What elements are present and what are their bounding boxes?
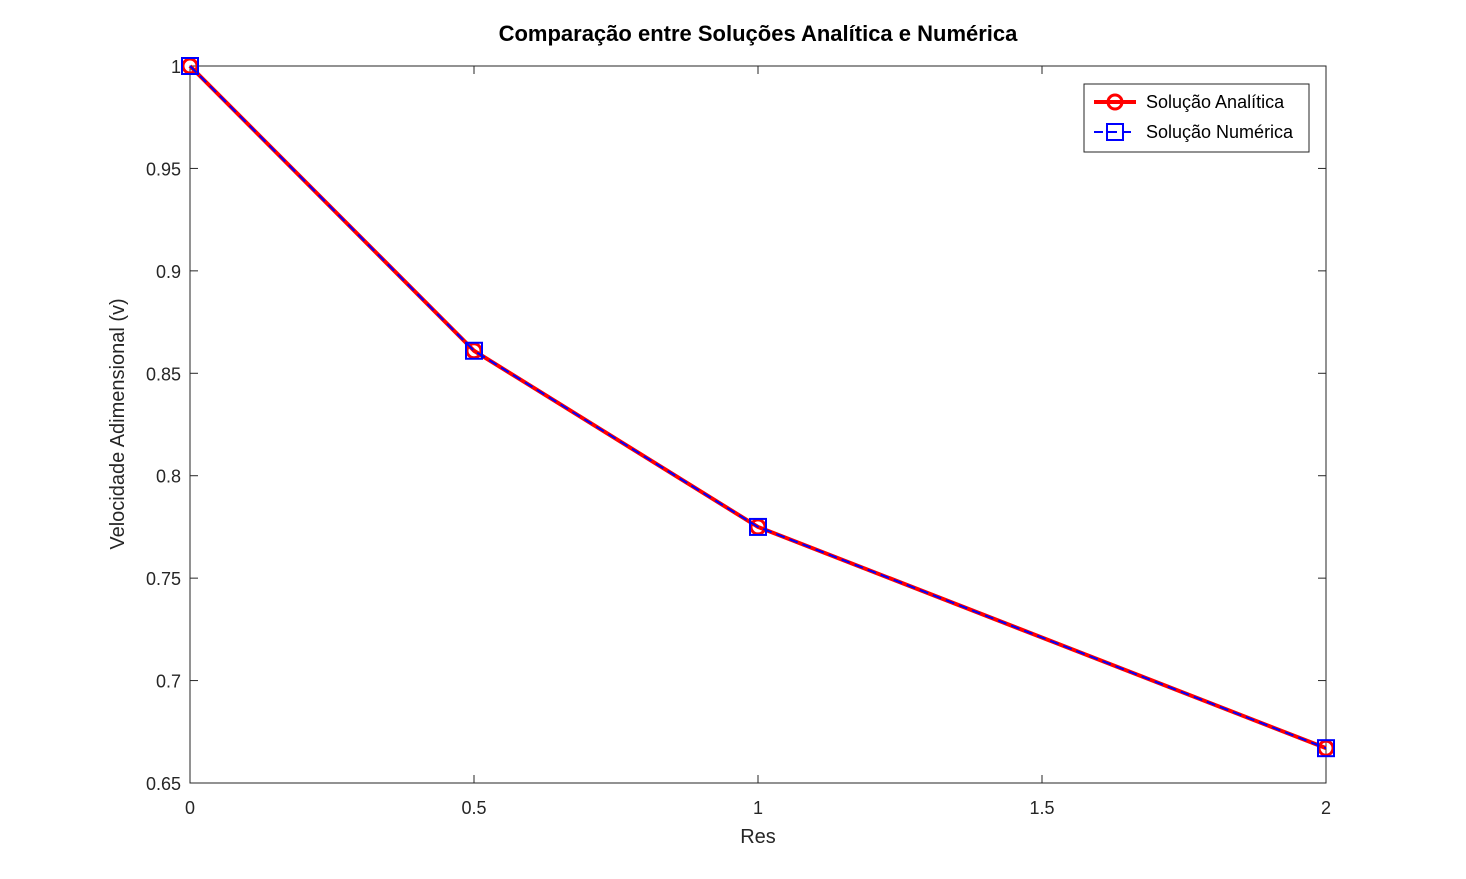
data-point-square [465,341,483,360]
legend: Solução Analítica Solução Numérica [1083,83,1310,153]
y-tick-label: 0.9 [156,262,181,282]
legend-label-1: Solução Analítica [1146,92,1285,112]
legend-label-2: Solução Numérica [1146,122,1294,142]
series-line-2 [189,65,1327,750]
x-tick-label: 0.5 [461,798,486,818]
y-tick-label: 0.75 [146,569,181,589]
y-tick-label: 0.65 [146,774,181,794]
tick-labels: 0 0.5 1 1.5 2 0.65 0.7 0.75 0.8 0.85 0.9 0.95 1 [146,57,1331,818]
y-tick-label: 0.8 [156,467,181,487]
x-tick-label: 1 [753,798,763,818]
y-tick-label: 1 [171,57,181,77]
data-series [181,57,1335,758]
data-point-square [181,57,199,75]
y-tick-label: 0.95 [146,159,181,179]
y-tick-label: 0.85 [146,364,181,384]
x-tick-label: 2 [1321,798,1331,818]
x-tick-label: 0 [185,798,195,818]
plot-area [190,66,1326,783]
y-tick-label: 0.7 [156,672,181,692]
x-axis-label: Res [740,826,776,848]
data-point-square [749,517,767,536]
chart-title: Comparação entre Soluções Analítica e Nu… [499,21,1019,46]
x-tick-label: 1.5 [1029,798,1054,818]
legend-marker-circle [1106,93,1124,111]
y-axis-label: Velocidade Adimensional (v) [107,298,129,549]
axes [189,65,1327,784]
legend-marker-square [1106,123,1124,141]
data-point-square [1317,739,1335,758]
